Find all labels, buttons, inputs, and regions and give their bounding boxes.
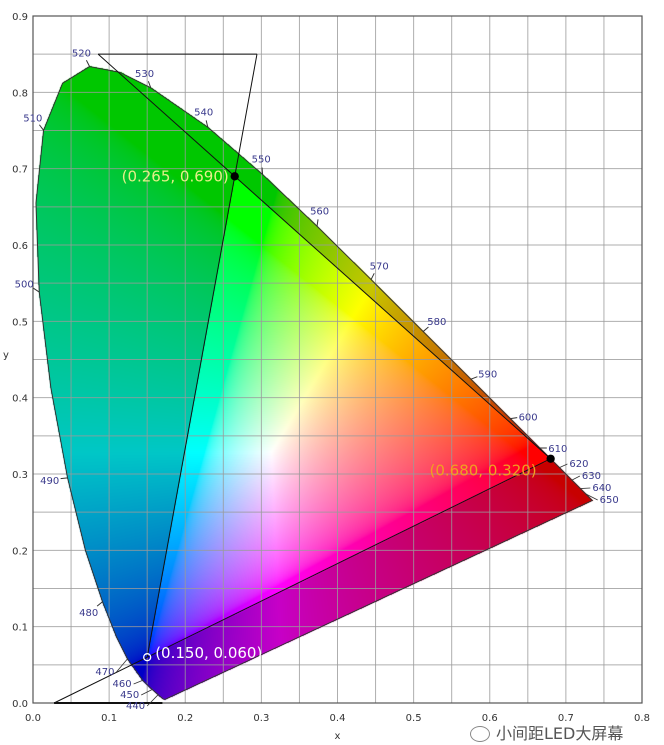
y-tick-label: 0.0 — [12, 699, 28, 710]
point-blue — [143, 653, 152, 662]
wavelength-tick — [60, 477, 68, 480]
wavelength-label: 550 — [252, 155, 271, 166]
y-tick-label: 0.4 — [12, 394, 28, 405]
wavelength-tick — [205, 120, 209, 128]
wavelength-tick — [370, 273, 375, 280]
x-tick-label: 0.1 — [101, 713, 117, 724]
wavelength-tick — [470, 376, 478, 380]
wavelength-label: 500 — [15, 279, 34, 290]
y-tick-label: 0.1 — [12, 623, 28, 634]
wavelength-tick — [85, 60, 91, 67]
wavelength-tick — [422, 326, 429, 332]
gamut-side-red-green — [97, 53, 551, 460]
wavelength-label: 620 — [569, 459, 588, 470]
wavelength-label: 510 — [23, 114, 42, 125]
wavelength-tick — [585, 493, 598, 501]
spectral-locus-outline — [35, 66, 594, 700]
plot-border — [32, 15, 643, 704]
wavelength-tick — [580, 487, 591, 489]
wavelength-tick — [33, 287, 40, 293]
wavelength-label: 520 — [72, 48, 91, 59]
wavelength-label: 530 — [135, 69, 154, 80]
wavelength-label: 590 — [478, 369, 497, 380]
wavelength-tick — [141, 689, 153, 696]
y-tick-label: 0.9 — [12, 12, 28, 23]
wavelength-tick — [316, 219, 319, 227]
wavelength-label: 600 — [519, 412, 538, 423]
gamut-side-blue-red — [53, 458, 551, 704]
wavelength-tick — [147, 81, 152, 89]
wavelength-label: 630 — [582, 471, 601, 482]
x-tick-label: 0.5 — [406, 713, 422, 724]
wavelength-tick — [510, 417, 518, 420]
x-tick-label: 0.6 — [482, 713, 498, 724]
x-tick-label: 0.3 — [253, 713, 269, 724]
wavelength-label: 580 — [427, 317, 446, 328]
x-tick-label: 0.0 — [25, 713, 41, 724]
y-tick-label: 0.2 — [12, 546, 28, 557]
wavelength-label: 640 — [592, 483, 611, 494]
gamut-side-blue-green — [146, 54, 258, 658]
wavelength-label: 570 — [370, 261, 389, 272]
wavelength-label: 450 — [120, 690, 139, 701]
x-tick-label: 0.2 — [177, 713, 193, 724]
y-tick-label: 0.5 — [12, 317, 28, 328]
wavelength-tick — [146, 694, 159, 707]
watermark: 小间距LED大屏幕 — [470, 725, 623, 743]
wavelength-tick — [116, 658, 128, 673]
x-axis-label: x — [335, 731, 341, 742]
point-label-blue: (0.150, 0.060) — [155, 644, 262, 662]
x-tick-label: 0.4 — [330, 713, 346, 724]
wavelength-label: 650 — [600, 495, 619, 506]
wavelength-tick — [571, 475, 581, 481]
y-tick-label: 0.8 — [12, 88, 28, 99]
wavelength-label: 560 — [310, 206, 329, 217]
wavelength-tick — [133, 679, 143, 685]
wavelength-label: 490 — [40, 476, 59, 487]
x-tick-label: 0.8 — [634, 713, 650, 724]
wavelength-label: 610 — [548, 444, 567, 455]
wavelength-label: 480 — [79, 608, 98, 619]
y-tick-label: 0.3 — [12, 470, 28, 481]
wavelength-label: 470 — [95, 667, 114, 678]
y-tick-label: 0.6 — [12, 241, 28, 252]
y-tick-label: 0.7 — [12, 165, 28, 176]
point-green — [230, 172, 239, 181]
y-axis-label: y — [3, 350, 9, 361]
wavelength-label: 460 — [113, 679, 132, 690]
point-label-green: (0.265, 0.690) — [122, 167, 229, 185]
watermark-text: 小间距LED大屏幕 — [496, 724, 624, 743]
wavelength-tick — [261, 167, 264, 175]
point-label-red: (0.680, 0.320) — [430, 462, 537, 480]
x-tick-label: 0.7 — [558, 713, 574, 724]
wavelength-tick — [559, 463, 568, 469]
wavelength-tick — [38, 124, 44, 131]
wavelength-label: 440 — [126, 701, 145, 712]
wavelength-tick — [96, 601, 103, 607]
wechat-icon — [470, 726, 490, 742]
point-red — [546, 454, 555, 463]
wavelength-label: 540 — [194, 108, 213, 119]
